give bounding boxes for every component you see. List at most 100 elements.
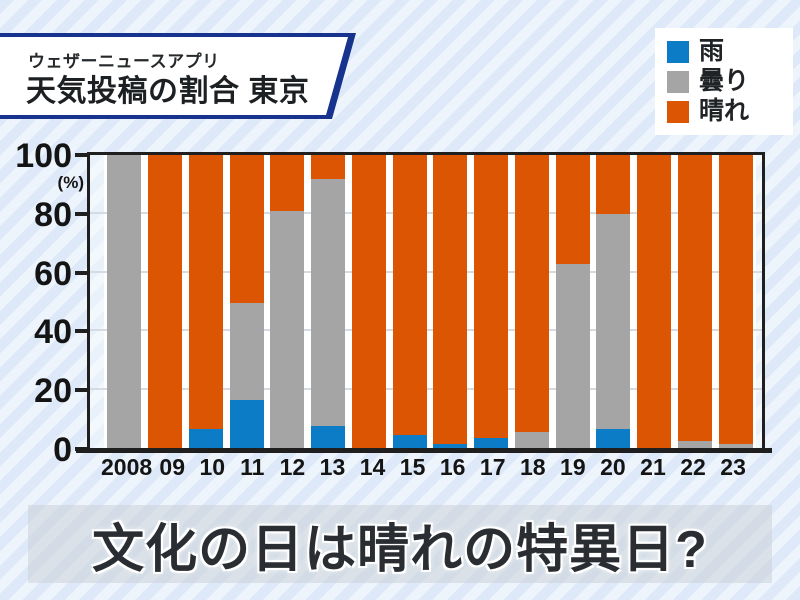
headline-banner: 文化の日は晴れの特異日?	[28, 505, 772, 583]
bar-segment-20-1	[596, 214, 631, 430]
y-tick-40	[75, 329, 88, 333]
bar-cell-10	[186, 155, 227, 450]
bar-segment-21-2	[637, 155, 672, 450]
stacked-bar-21	[637, 155, 672, 450]
bar-segment-13-0	[311, 426, 346, 450]
bar-segment-13-1	[311, 178, 346, 427]
header-plate-border: ウェザーニュースアプリ 天気投稿の割合 東京	[0, 33, 356, 119]
x-axis-label-11: 11	[240, 454, 265, 480]
legend-swatch-icon	[667, 70, 689, 93]
legend-item-1: 曇り	[667, 69, 793, 94]
bar-cell-13	[308, 155, 349, 450]
bar-cell-21	[634, 155, 675, 450]
x-axis-line	[76, 448, 772, 453]
bar-segment-11-2	[229, 155, 264, 303]
y-axis-label-80: 80	[34, 196, 72, 234]
x-axis-labels: 2008 09 10 11 12 13 14 15 16 17 18 19 20 21 22 23	[101, 456, 753, 479]
y-tick-20	[75, 388, 88, 392]
chart-legend: 雨曇り 晴れ	[655, 28, 793, 135]
x-axis-label-20: 20	[600, 454, 626, 480]
stacked-bar-18	[514, 155, 549, 450]
y-axis-label-20: 20	[34, 372, 72, 410]
bar-segment-16-0	[433, 444, 468, 450]
x-axis-label-13: 13	[319, 454, 346, 480]
y-tick-80	[75, 212, 88, 216]
plot-area	[87, 152, 765, 450]
bar-segment-20-0	[596, 429, 631, 450]
stacked-bar-20	[596, 155, 631, 450]
bar-segment-14-2	[351, 155, 386, 450]
legend-item-2: 晴れ	[667, 99, 793, 124]
bar-cell-22	[675, 155, 716, 450]
bar-segment-13-2	[311, 155, 346, 179]
x-axis-label-14: 14	[359, 454, 386, 480]
stacked-bar-22	[677, 155, 712, 450]
stacked-bar-19	[555, 155, 590, 450]
bar-segment-15-2	[392, 155, 427, 436]
bar-cell-09	[145, 155, 186, 450]
bar-segment-15-0	[392, 435, 427, 450]
y-axis-label-0: 0	[53, 431, 72, 469]
headline-text: 文化の日は晴れの特異日?	[92, 520, 708, 579]
y-axis-label-100: 100	[15, 137, 72, 175]
y-tick-0	[75, 447, 88, 451]
bar-segment-18-1	[514, 432, 549, 450]
bar-cell-12	[267, 155, 308, 450]
bar-segment-23-1	[718, 444, 753, 450]
bar-segment-11-0	[229, 399, 264, 450]
bar-segment-20-2	[596, 155, 631, 214]
bar-segment-12-1	[270, 211, 305, 450]
bar-cell-11	[226, 155, 267, 450]
bar-segment-10-2	[188, 155, 223, 430]
bar-segment-17-2	[474, 155, 509, 439]
x-axis-label-09: 09	[159, 454, 185, 480]
y-axis-label-40: 40	[34, 313, 72, 351]
legend-item-0: 雨	[667, 39, 793, 64]
bar-segment-16-2	[433, 155, 468, 445]
bar-segment-18-2	[514, 155, 549, 433]
stacked-bar-10	[188, 155, 223, 450]
bar-segment-22-2	[677, 155, 712, 442]
stacked-bar-15	[392, 155, 427, 450]
stacked-bar-12	[270, 155, 305, 450]
x-axis-label-12: 12	[279, 454, 306, 480]
stacked-bar-17	[474, 155, 509, 450]
x-axis-label-17: 17	[479, 454, 506, 480]
stacked-bar-16	[433, 155, 468, 450]
y-tick-60	[75, 271, 88, 275]
legend-label: 曇り	[699, 67, 750, 95]
header-plate: ウェザーニュースアプリ 天気投稿の割合 東京	[0, 37, 348, 115]
bar-segment-11-1	[229, 302, 264, 400]
bar-segment-19-1	[555, 264, 590, 450]
bar-segment-12-2	[270, 155, 305, 212]
stacked-bar-23	[718, 155, 753, 450]
x-axis-label-18: 18	[519, 454, 546, 480]
bar-segment-23-2	[718, 155, 753, 445]
bar-segment-09-2	[148, 155, 183, 450]
bar-segment-19-2	[555, 155, 590, 265]
header-subtitle: ウェザーニュースアプリ	[28, 52, 220, 71]
x-axis-label-22: 22	[680, 454, 706, 480]
stacked-bar-14	[351, 155, 386, 450]
bar-series-container	[104, 155, 756, 450]
stacked-bar-11	[229, 155, 264, 450]
stacked-bar-2008	[107, 155, 142, 450]
legend-label: 晴れ	[699, 97, 750, 125]
bar-cell-2008	[104, 155, 145, 450]
stacked-bar-09	[148, 155, 183, 450]
x-axis-label-21: 21	[640, 454, 666, 480]
x-axis-label-16: 16	[439, 454, 466, 480]
bar-segment-10-0	[188, 429, 223, 450]
bar-segment-17-0	[474, 438, 509, 450]
header-title: 天気投稿の割合 東京	[26, 75, 310, 108]
legend-swatch-icon	[667, 40, 689, 63]
y-axis-label-60: 60	[34, 255, 72, 293]
bar-cell-19	[552, 155, 593, 450]
stacked-bar-13	[311, 155, 346, 450]
bar-cell-17	[471, 155, 512, 450]
legend-swatch-icon	[667, 100, 689, 123]
x-axis-label-2008: 2008	[101, 454, 153, 480]
bar-cell-15	[389, 155, 430, 450]
bar-cell-18	[512, 155, 553, 450]
y-tick-100	[75, 153, 88, 157]
